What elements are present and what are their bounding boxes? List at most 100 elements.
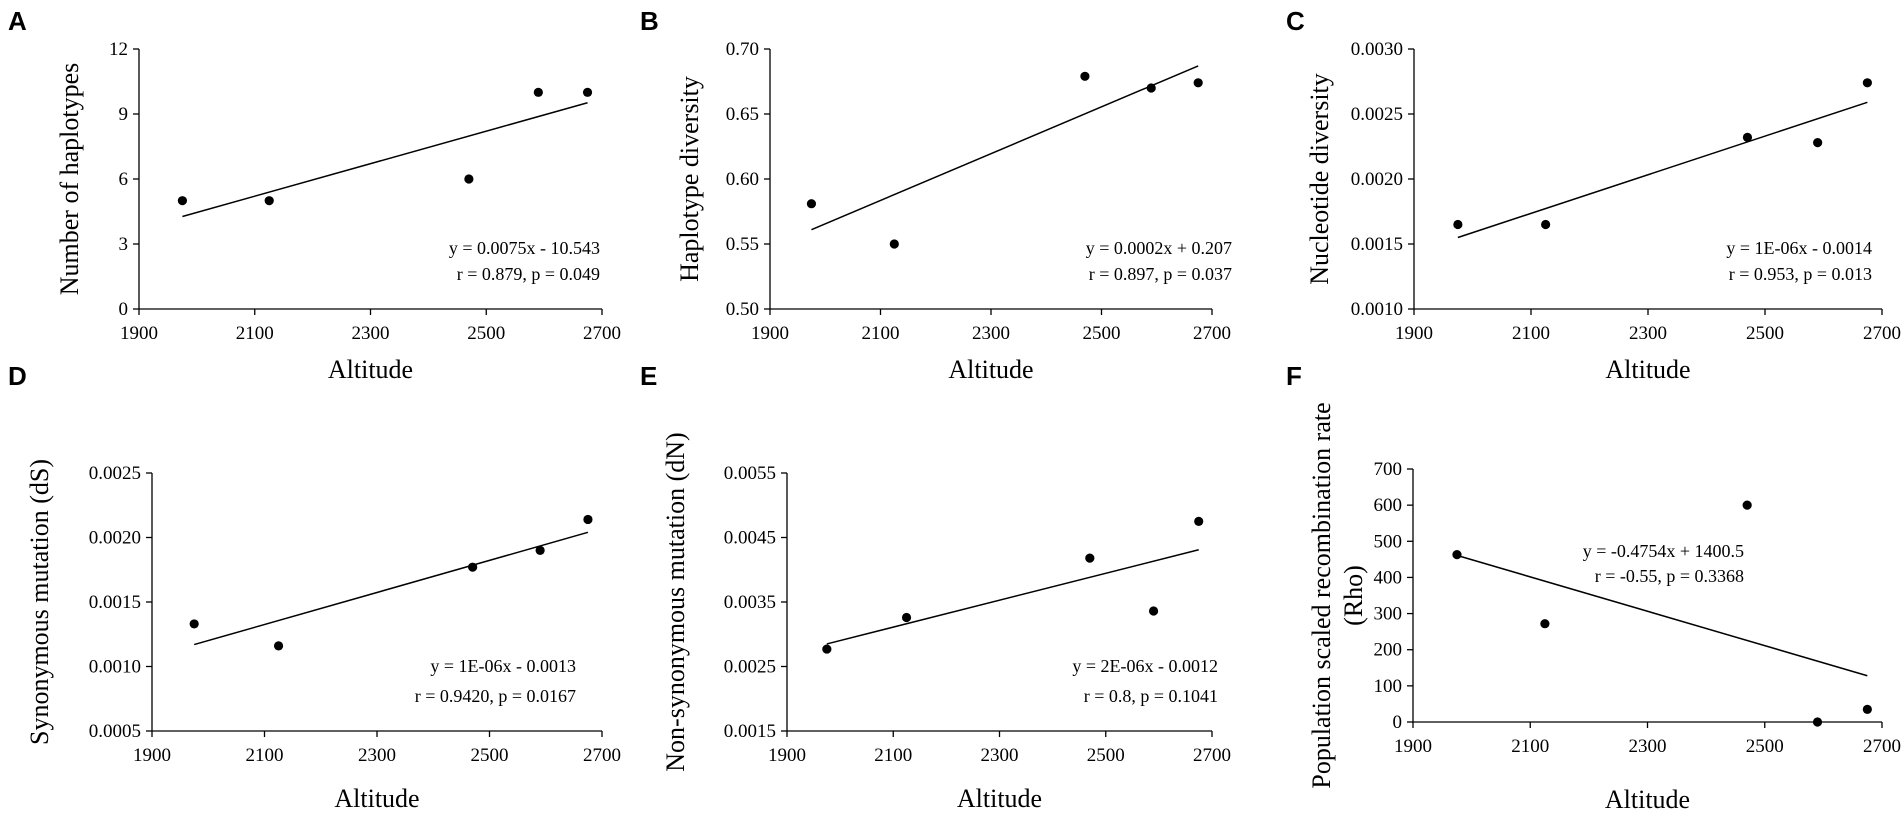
x-tick-label: 2700 [1193, 745, 1231, 766]
data-point [582, 87, 593, 97]
x-axis-title: Altitude [948, 355, 1033, 384]
x-tick-label: 2300 [981, 745, 1019, 766]
x-tick-label: 2300 [352, 323, 390, 344]
x-axis-title: Altitude [1605, 355, 1690, 384]
data-point [1813, 138, 1823, 148]
regression-equation: y = 1E-06x - 0.0014 [1726, 238, 1872, 258]
data-point [533, 87, 543, 97]
regression-equation: y = 0.0002x + 0.207 [1086, 238, 1232, 258]
x-tick-label: 2500 [471, 745, 509, 766]
x-tick-label: 1900 [751, 323, 789, 344]
trend-line [193, 531, 589, 646]
x-tick-label: 2500 [1746, 736, 1784, 757]
correlation-stats: r = 0.879, p = 0.049 [457, 264, 600, 284]
y-tick-label: 0.50 [726, 299, 759, 320]
x-tick-label: 2100 [246, 745, 284, 766]
data-point [1742, 500, 1752, 510]
y-axis-title: Population scaled recombination rate (Rho… [1307, 402, 1368, 788]
x-tick-label: 1900 [1395, 323, 1433, 344]
trend-line [1457, 101, 1868, 239]
panel-d: D 0.0005 0.0010 0.0015 0.0020 0.0025 1900 2100 2… [8, 361, 621, 813]
y-tick-label: 0.60 [726, 169, 759, 190]
y-tick-label: 700 [1374, 459, 1403, 480]
data-point [264, 196, 274, 206]
panel-letter: C [1286, 6, 1305, 36]
y-tick-label: 0.0015 [1351, 234, 1403, 255]
x-tick-label: 2500 [1746, 323, 1784, 344]
trend-line [1456, 554, 1868, 677]
y-tick-label: 0.70 [726, 39, 759, 60]
y-tick-label: 9 [119, 104, 129, 125]
x-axis-title: Altitude [957, 784, 1042, 813]
y-tick-label: 0.0035 [724, 592, 776, 613]
regression-equation: y = 0.0075x - 10.543 [449, 238, 600, 258]
y-tick-label: 0.0025 [89, 463, 141, 484]
x-axis-title: Altitude [1605, 785, 1690, 814]
data-point [1085, 553, 1095, 563]
x-tick-label: 2300 [972, 323, 1010, 344]
data-point [1862, 78, 1872, 88]
data-point [1540, 619, 1550, 629]
x-tick-label: 2500 [1083, 323, 1121, 344]
data-point [1080, 71, 1090, 81]
x-tick-label: 2300 [1629, 323, 1667, 344]
correlation-stats: r = 0.9420, p = 0.0167 [415, 686, 576, 706]
panel-letter: F [1286, 361, 1302, 391]
data-point [273, 641, 284, 651]
y-tick-label: 0.0025 [724, 657, 776, 678]
y-axis-title: Synonymous mutation (dS) [25, 459, 54, 745]
data-point [1148, 606, 1159, 616]
panel-a: A 0 3 6 9 12 1900 2100 2300 2500 2700 Altitude Numbe… [8, 6, 621, 384]
data-point [1193, 78, 1203, 88]
y-axis-title: Haplotype diversity [675, 76, 704, 282]
y-tick-label: 0 [119, 299, 129, 320]
y-tick-label: 0.0020 [89, 528, 141, 549]
y-axis-title-line: (Rho) [1339, 565, 1368, 626]
y-tick-label: 0.0010 [89, 657, 141, 678]
data-point [1541, 219, 1551, 230]
y-tick-label: 100 [1374, 676, 1403, 697]
panel-letter: E [640, 361, 657, 391]
trend-line [811, 65, 1199, 231]
x-tick-label: 2300 [358, 745, 396, 766]
x-tick-label: 2500 [1087, 745, 1125, 766]
x-tick-label: 2700 [1863, 736, 1901, 757]
y-tick-label: 200 [1374, 640, 1403, 661]
panel-f: F 0 100 200 300 400 500 600 700 1900 2100 2300 2500 2… [1286, 361, 1901, 814]
data-point [901, 612, 912, 623]
y-tick-label: 0.0010 [1351, 299, 1403, 320]
x-tick-label: 2500 [467, 323, 505, 344]
panel-letter: D [8, 361, 27, 391]
correlation-stats: r = 0.8, p = 0.1041 [1084, 686, 1218, 706]
x-tick-label: 1900 [133, 745, 171, 766]
data-point [468, 562, 478, 572]
data-point [535, 545, 545, 556]
trend-line [826, 549, 1199, 645]
x-axis-title: Altitude [328, 355, 413, 384]
panel-e: E 0.0015 0.0025 0.0035 0.0045 0.0055 1900 2100 2… [640, 361, 1231, 813]
y-tick-label: 400 [1374, 567, 1403, 588]
regression-equation: y = 2E-06x - 0.0012 [1072, 656, 1218, 676]
regression-equation: y = 1E-06x - 0.0013 [430, 656, 576, 676]
y-tick-label: 3 [119, 234, 129, 255]
data-point [1812, 717, 1823, 727]
y-axis-title: Nucleotide diversity [1305, 73, 1334, 285]
y-tick-label: 0.0055 [724, 463, 776, 484]
y-tick-label: 600 [1374, 495, 1403, 516]
x-tick-label: 2100 [862, 323, 900, 344]
x-tick-label: 2700 [583, 745, 621, 766]
y-axis-title-line: Population scaled recombination rate [1307, 402, 1336, 788]
y-tick-label: 0.65 [726, 104, 759, 125]
x-tick-label: 2100 [236, 323, 274, 344]
data-point [1862, 704, 1872, 714]
x-tick-label: 2100 [1511, 736, 1549, 757]
y-tick-label: 0.55 [726, 234, 759, 255]
y-tick-label: 6 [119, 169, 129, 190]
y-axis-title: Number of haplotypes [55, 63, 84, 296]
data-point [1146, 83, 1156, 93]
x-tick-label: 1900 [768, 745, 806, 766]
data-point [1194, 516, 1204, 526]
x-tick-label: 2700 [1193, 323, 1231, 344]
x-tick-label: 1900 [1394, 736, 1432, 757]
